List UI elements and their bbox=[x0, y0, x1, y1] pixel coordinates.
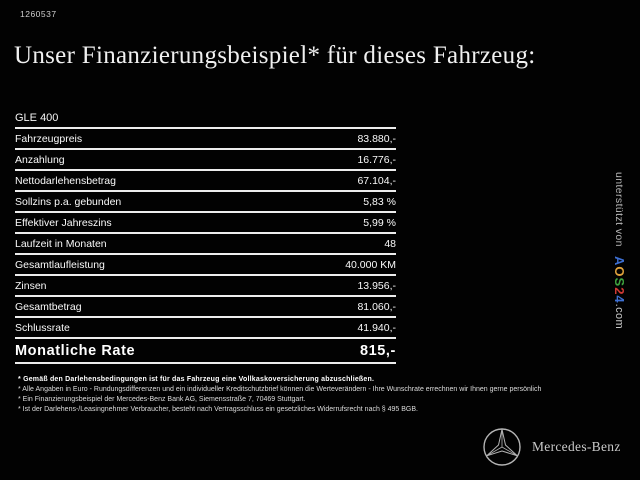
footnote-line: * Ist der Darlehens-/Leasingnehmer Verbr… bbox=[18, 406, 418, 413]
mercedes-benz-footer: Mercedes-Benz bbox=[482, 424, 632, 470]
footnote-line: * Ein Finanzierungsbeispiel der Mercedes… bbox=[18, 396, 306, 403]
aos24-domain-suffix: .com bbox=[613, 303, 625, 330]
row-label: Gesamtbetrag bbox=[15, 300, 82, 313]
footnote-line: * Alle Angaben in Euro - Rundungsdiffere… bbox=[18, 386, 542, 393]
support-prefix: unterstützt von bbox=[613, 172, 625, 247]
mercedes-benz-wordmark: Mercedes-Benz bbox=[532, 439, 621, 454]
aos24-letter: S bbox=[612, 277, 627, 288]
table-row: Effektiver Jahreszins 5,99 % bbox=[15, 213, 396, 234]
row-value: 41.940,- bbox=[357, 321, 396, 334]
aos24-letter: 2 bbox=[612, 287, 627, 296]
row-value: 16.776,- bbox=[357, 153, 396, 166]
row-value: 5,99 % bbox=[363, 216, 396, 229]
row-value: 81.060,- bbox=[357, 300, 396, 313]
row-label: Laufzeit in Monaten bbox=[15, 237, 107, 250]
total-value: 815,- bbox=[359, 342, 396, 359]
mercedes-star-icon bbox=[483, 428, 521, 466]
table-row: Laufzeit in Monaten 48 bbox=[15, 234, 396, 255]
table-row: Zinsen 13.956,- bbox=[15, 276, 396, 297]
row-label: Anzahlung bbox=[15, 153, 65, 166]
finance-table: GLE 400 Fahrzeugpreis 83.880,- Anzahlung… bbox=[15, 108, 396, 364]
table-row: Schlussrate 41.940,- bbox=[15, 318, 396, 339]
row-value: 40.000 KM bbox=[345, 258, 396, 271]
table-row: Gesamtlaufleistung 40.000 KM bbox=[15, 255, 396, 276]
footnotes: * Gemäß den Darlehensbedingungen ist für… bbox=[18, 375, 630, 415]
aos24-logo: AOS24.com bbox=[612, 256, 627, 329]
row-value: 5,83 % bbox=[363, 195, 396, 208]
row-value: 67.104,- bbox=[357, 174, 396, 187]
support-badge: unterstützt von AOS24.com bbox=[612, 172, 627, 329]
page-title: Unser Finanzierungsbeispiel* für dieses … bbox=[14, 42, 536, 69]
row-value: 13.956,- bbox=[357, 279, 396, 292]
row-label: Zinsen bbox=[15, 279, 47, 292]
row-label: Fahrzeugpreis bbox=[15, 132, 83, 145]
row-value: 83.880,- bbox=[357, 132, 396, 145]
row-label: Effektiver Jahreszins bbox=[15, 216, 112, 229]
row-label: Sollzins p.a. gebunden bbox=[15, 195, 122, 208]
table-row: Sollzins p.a. gebunden 5,83 % bbox=[15, 192, 396, 213]
table-header-model: GLE 400 bbox=[15, 108, 396, 129]
table-row: Nettodarlehensbetrag 67.104,- bbox=[15, 171, 396, 192]
reference-number: 1260537 bbox=[20, 9, 57, 19]
row-label: Gesamtlaufleistung bbox=[15, 258, 105, 271]
aos24-letter: 4 bbox=[612, 295, 627, 304]
table-row: Fahrzeugpreis 83.880,- bbox=[15, 129, 396, 150]
row-label: Schlussrate bbox=[15, 321, 70, 334]
model-label: GLE 400 bbox=[15, 111, 59, 124]
aos24-letter: O bbox=[612, 266, 627, 278]
table-row: Gesamtbetrag 81.060,- bbox=[15, 297, 396, 318]
row-value: 48 bbox=[384, 237, 396, 250]
aos24-letter: A bbox=[612, 256, 627, 267]
row-label: Nettodarlehensbetrag bbox=[15, 174, 116, 187]
footnote-line: * Gemäß den Darlehensbedingungen ist für… bbox=[18, 376, 375, 383]
table-row: Anzahlung 16.776,- bbox=[15, 150, 396, 171]
total-label: Monatliche Rate bbox=[15, 342, 136, 359]
table-row-monthly-rate: Monatliche Rate 815,- bbox=[15, 339, 396, 364]
